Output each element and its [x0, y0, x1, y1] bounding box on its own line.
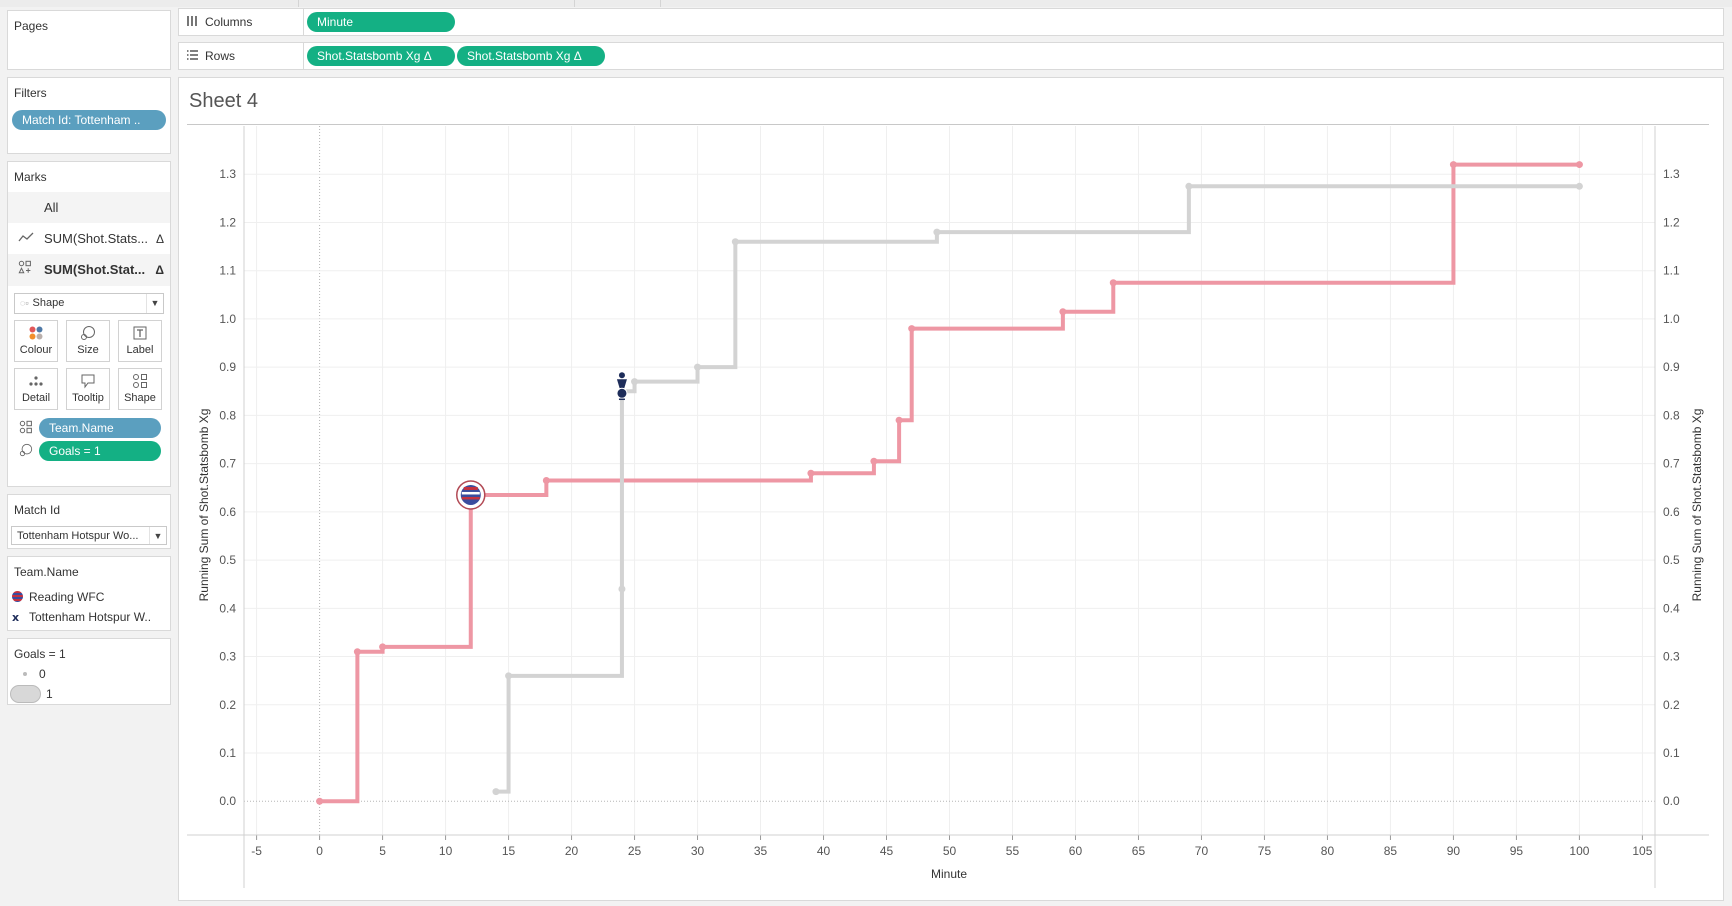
shape-icon: [119, 373, 161, 389]
columns-icon: [186, 15, 198, 30]
detail-icon: [15, 373, 57, 389]
pages-title: Pages: [14, 19, 49, 33]
legend-item-goals-1[interactable]: 1: [10, 685, 53, 703]
small-dot-icon: [23, 671, 27, 676]
label-button-label: Label: [126, 344, 154, 356]
tooltip-button-label: Tooltip: [72, 392, 104, 404]
line-mark-icon: [18, 223, 34, 255]
mark-type-value: Shape: [32, 297, 65, 309]
goals-legend-title: Goals = 1: [14, 647, 66, 661]
chevron-down-icon: ▼: [149, 527, 166, 544]
shape-small-icon: ◌▫: [20, 298, 29, 308]
rows-shelf[interactable]: Rows Shot.Statsbomb Xg Δ Shot.Statsbomb …: [178, 42, 1724, 70]
delta-icon: Δ: [155, 263, 164, 277]
tooltip-icon: [67, 373, 109, 389]
marks-title: Marks: [14, 170, 47, 184]
delta-icon: Δ: [155, 232, 164, 246]
team-legend-title: Team.Name: [14, 565, 79, 579]
columns-shelf-label: Columns: [179, 9, 304, 35]
top-toolbar-strip: [0, 0, 1732, 7]
size-button-label: Size: [77, 344, 99, 356]
colour-icon: [15, 325, 57, 341]
marks-row-all-label: All: [44, 200, 59, 215]
rows-label-text: Rows: [205, 49, 236, 63]
large-dot-icon: [10, 685, 41, 703]
tottenham-cockerel-icon: ⅹ: [12, 612, 20, 624]
team-legend-card: Team.Name: [7, 556, 171, 631]
marks-row-all[interactable]: All: [8, 192, 170, 224]
columns-label-text: Columns: [205, 15, 253, 29]
detail-button[interactable]: Detail: [14, 368, 58, 410]
marks-row-line-label: SUM(Shot.Stats...: [44, 231, 149, 246]
size-icon: [67, 325, 109, 341]
reading-crest-icon: [12, 591, 23, 602]
view-area: [178, 77, 1724, 901]
legend-item-reading[interactable]: Reading WFC: [12, 588, 104, 606]
marks-row-shape-label: SUM(Shot.Stat...: [44, 262, 146, 277]
chevron-down-icon: ▼: [146, 294, 163, 313]
filter-pill-match-id[interactable]: Match Id: Tottenham ..: [12, 110, 166, 130]
shape-mark-icon: [18, 254, 34, 286]
size-encoding-icon: [19, 443, 33, 460]
legend-label-goals-1: 1: [46, 687, 53, 701]
legend-label-reading: Reading WFC: [29, 590, 105, 604]
rows-pill-xg-2[interactable]: Shot.Statsbomb Xg Δ: [457, 46, 605, 66]
legend-label-tottenham: Tottenham Hotspur W..: [29, 610, 152, 624]
columns-pill-minute[interactable]: Minute: [307, 12, 455, 32]
match-id-title: Match Id: [14, 503, 61, 517]
match-id-value: Tottenham Hotspur Wo...: [17, 530, 139, 542]
marks-row-shape-layer[interactable]: SUM(Shot.Stat... Δ: [8, 254, 170, 286]
sheet-title: Sheet 4: [189, 90, 258, 112]
size-button[interactable]: Size: [66, 320, 110, 362]
colour-button[interactable]: Colour: [14, 320, 58, 362]
match-id-dropdown[interactable]: Tottenham Hotspur Wo... ▼: [11, 526, 167, 545]
tooltip-button[interactable]: Tooltip: [66, 368, 110, 410]
mark-type-dropdown[interactable]: ◌▫ Shape ▼: [14, 293, 164, 314]
rows-icon: [186, 49, 199, 64]
marks-row-line-layer[interactable]: SUM(Shot.Stats... Δ: [8, 223, 170, 255]
shape-button[interactable]: Shape: [118, 368, 162, 410]
shape-encoding-icon: [19, 420, 33, 437]
filters-title: Filters: [14, 86, 47, 100]
rows-shelf-label: Rows: [179, 43, 304, 69]
marks-pill-team-name[interactable]: Team.Name: [39, 418, 161, 438]
columns-shelf[interactable]: Columns Minute: [178, 8, 1724, 36]
colour-button-label: Colour: [19, 344, 53, 356]
legend-item-goals-0[interactable]: 0: [12, 665, 46, 683]
label-icon: [119, 325, 161, 341]
label-button[interactable]: Label: [118, 320, 162, 362]
filters-card: Filters Match Id: Tottenham ..: [7, 77, 171, 154]
marks-pill-goals[interactable]: Goals = 1: [39, 441, 161, 461]
detail-button-label: Detail: [21, 392, 51, 404]
shape-button-label: Shape: [124, 392, 156, 404]
legend-label-goals-0: 0: [39, 667, 46, 681]
sheet-title-divider: [187, 124, 1709, 125]
legend-item-tottenham[interactable]: ⅹ Tottenham Hotspur W..: [12, 608, 151, 626]
pages-card[interactable]: Pages: [7, 10, 171, 70]
rows-pill-xg-1[interactable]: Shot.Statsbomb Xg Δ: [307, 46, 455, 66]
